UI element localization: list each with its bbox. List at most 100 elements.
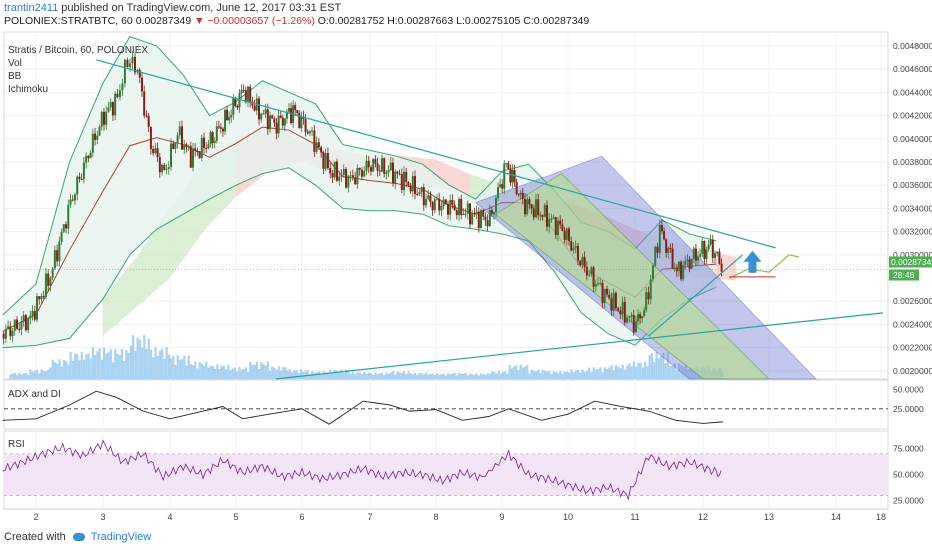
volume-bar — [385, 372, 388, 379]
candle-body — [592, 267, 595, 287]
candle-body — [251, 101, 254, 106]
candle-body — [433, 199, 436, 211]
candle-body — [623, 302, 626, 323]
candle-body — [152, 149, 155, 154]
candle-body — [541, 215, 544, 217]
candle-body — [563, 230, 566, 240]
volume-bar — [682, 366, 685, 379]
legend-bb[interactable]: BB — [8, 71, 22, 82]
volume-bar — [91, 347, 95, 379]
candle-body — [477, 211, 480, 228]
volume-bar — [315, 372, 318, 379]
adx-line — [2, 390, 888, 425]
candle-body — [100, 111, 103, 127]
author-link[interactable]: trantin2411 — [4, 2, 59, 14]
volume-bar — [610, 364, 613, 379]
candle-body — [501, 184, 504, 189]
candle-body — [585, 266, 588, 276]
tradingview-link[interactable]: TradingView — [90, 531, 152, 543]
volume-bar — [24, 372, 28, 379]
volume-bar — [260, 361, 263, 379]
candle-body — [244, 90, 247, 103]
candle-body — [643, 310, 646, 316]
volume-bar — [554, 371, 557, 379]
candle-body — [194, 148, 197, 151]
volume-bar — [608, 367, 611, 379]
volume-bar — [27, 375, 30, 379]
volume-bar — [557, 373, 560, 379]
candle-body — [453, 204, 456, 211]
candle-body — [313, 130, 316, 152]
candle-body — [308, 130, 311, 134]
volume-bar — [275, 369, 278, 379]
volume-bar — [438, 374, 441, 379]
volume-bar — [597, 369, 600, 379]
candle-body — [429, 195, 432, 203]
volume-bar — [543, 370, 546, 379]
candle-body — [224, 109, 227, 132]
volume-bar — [211, 366, 214, 379]
candle-body — [114, 93, 117, 116]
volume-bar — [394, 374, 397, 379]
candle-body — [138, 69, 141, 78]
candle-body — [422, 187, 425, 206]
volume-bar — [684, 363, 688, 379]
candle-body — [27, 318, 30, 331]
candle-body — [617, 308, 620, 311]
candle-body — [488, 210, 491, 227]
volume-bar — [480, 373, 483, 379]
volume-bar — [548, 371, 551, 379]
candle-body — [667, 247, 670, 254]
candle-body — [546, 205, 548, 227]
volume-bar — [326, 372, 330, 379]
candle-body — [444, 199, 447, 204]
candle-body — [645, 292, 648, 311]
candle-body — [458, 198, 460, 216]
candle-body — [660, 224, 663, 232]
candle-body — [718, 251, 721, 264]
volume-bar — [572, 372, 575, 379]
volume-bar — [107, 352, 110, 379]
candle-body — [44, 273, 47, 297]
volume-bar — [247, 372, 250, 379]
legend-ichimoku[interactable]: Ichimoku — [8, 84, 49, 95]
candle-body — [701, 240, 704, 254]
volume-bar — [559, 371, 562, 379]
candle-body — [550, 218, 553, 220]
candle-body — [614, 292, 617, 309]
candle-body — [576, 245, 579, 261]
candle-body — [281, 117, 284, 126]
candle-body — [285, 111, 288, 119]
adx-label: ADX and DI — [8, 389, 61, 400]
volume-bar — [528, 373, 531, 379]
candle-body — [684, 261, 687, 265]
candle-body — [610, 298, 613, 311]
volume-bar — [109, 349, 112, 379]
candle-body — [170, 143, 172, 168]
candle-body — [287, 108, 290, 112]
volume-bar — [614, 365, 618, 379]
time-axis[interactable]: 2 3 4 5 6 7 8 9 10 11 12 13 14 18 — [33, 512, 886, 522]
volume-bar — [36, 369, 39, 379]
legend-vol[interactable]: Vol — [8, 58, 22, 69]
volume-bar — [427, 374, 430, 379]
volume-bar — [29, 369, 32, 379]
candle-body — [69, 199, 72, 205]
volume-bar — [98, 348, 101, 379]
candle-body — [238, 93, 241, 108]
x-tick-label: 5 — [233, 512, 238, 522]
volume-bar — [440, 374, 443, 379]
volume-bar — [288, 369, 291, 379]
y-tick-label: 0.00200000 — [893, 366, 932, 376]
candle-body — [524, 198, 526, 215]
candle-body — [673, 268, 676, 270]
candle-body — [273, 118, 276, 123]
candle-body — [333, 161, 336, 178]
candle-body — [351, 175, 354, 178]
bb-fill — [2, 36, 717, 348]
candle-body — [594, 283, 597, 287]
volume-bar — [56, 363, 59, 379]
